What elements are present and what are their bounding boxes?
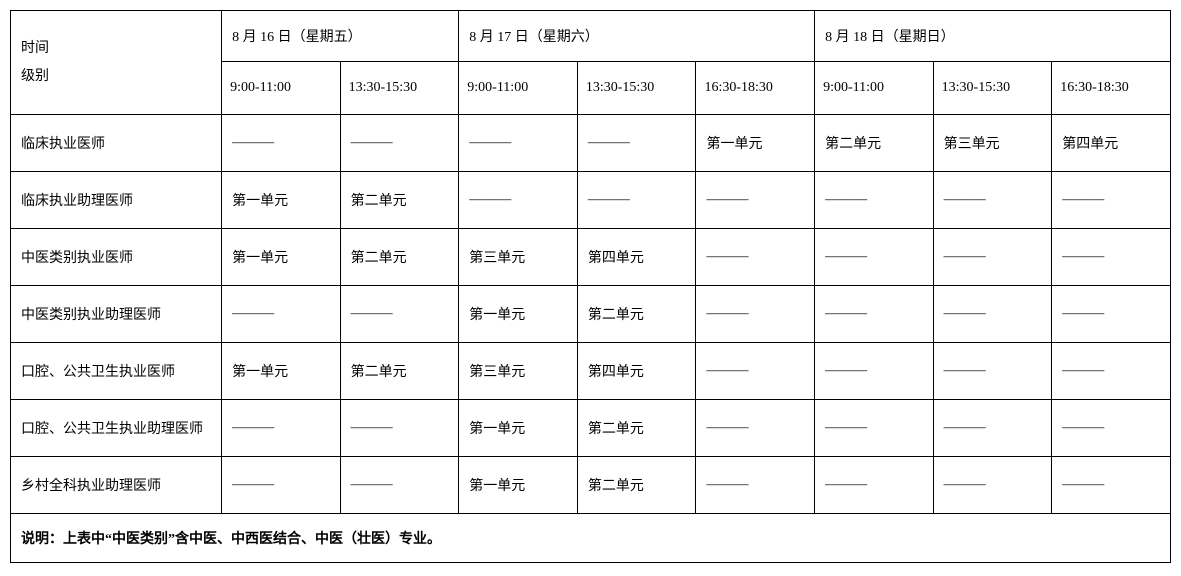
data-cell: 第二单元 <box>815 115 934 172</box>
date-header-2: 8 月 18 日（星期日） <box>815 11 1171 62</box>
row-label: 口腔、公共卫生执业助理医师 <box>11 400 222 457</box>
data-cell: 第一单元 <box>222 172 341 229</box>
data-cell: ——— <box>1052 457 1171 514</box>
row-label: 中医类别执业医师 <box>11 229 222 286</box>
data-cell: ——— <box>1052 229 1171 286</box>
data-cell: 第一单元 <box>459 286 578 343</box>
data-cell: ——— <box>815 343 934 400</box>
data-cell: ——— <box>933 457 1052 514</box>
data-cell: 第二单元 <box>340 172 459 229</box>
data-cell: ——— <box>696 343 815 400</box>
table-body: 临床执业医师————————————第一单元第二单元第三单元第四单元临床执业助理… <box>11 115 1171 514</box>
date-header-1: 8 月 17 日（星期六） <box>459 11 815 62</box>
table-row: 中医类别执业医师第一单元第二单元第三单元第四单元———————————— <box>11 229 1171 286</box>
row-label: 中医类别执业助理医师 <box>11 286 222 343</box>
row-label: 口腔、公共卫生执业医师 <box>11 343 222 400</box>
data-cell: ——— <box>696 286 815 343</box>
data-cell: ——— <box>933 343 1052 400</box>
data-cell: 第二单元 <box>577 286 696 343</box>
data-cell: 第一单元 <box>222 343 341 400</box>
table-row: 临床执业助理医师第一单元第二单元—————————————————— <box>11 172 1171 229</box>
row-label: 乡村全科执业助理医师 <box>11 457 222 514</box>
corner-label-level: 级别 <box>21 63 211 91</box>
data-cell: ——— <box>815 286 934 343</box>
data-cell: ——— <box>815 229 934 286</box>
corner-label-time: 时间 <box>21 35 211 63</box>
data-cell: ——— <box>933 172 1052 229</box>
data-cell: ——— <box>696 400 815 457</box>
data-cell: 第一单元 <box>459 400 578 457</box>
data-cell: 第三单元 <box>459 229 578 286</box>
corner-cell: 时间 级别 <box>11 11 222 115</box>
data-cell: 第三单元 <box>933 115 1052 172</box>
data-cell: ——— <box>1052 172 1171 229</box>
data-cell: ——— <box>222 457 341 514</box>
table-row: 口腔、公共卫生执业医师第一单元第二单元第三单元第四单元———————————— <box>11 343 1171 400</box>
data-cell: ——— <box>933 229 1052 286</box>
data-cell: ——— <box>340 286 459 343</box>
data-cell: 第一单元 <box>696 115 815 172</box>
data-cell: ——— <box>933 400 1052 457</box>
header-row-dates: 时间 级别 8 月 16 日（星期五） 8 月 17 日（星期六） 8 月 18… <box>11 11 1171 62</box>
time-slot-2-1: 13:30-15:30 <box>933 62 1052 115</box>
data-cell: ——— <box>933 286 1052 343</box>
table-row: 中医类别执业助理医师——————第一单元第二单元———————————— <box>11 286 1171 343</box>
data-cell: ——— <box>222 400 341 457</box>
data-cell: ——— <box>696 457 815 514</box>
table-row: 临床执业医师————————————第一单元第二单元第三单元第四单元 <box>11 115 1171 172</box>
row-label: 临床执业助理医师 <box>11 172 222 229</box>
data-cell: ——— <box>577 115 696 172</box>
data-cell: 第一单元 <box>222 229 341 286</box>
data-cell: 第一单元 <box>459 457 578 514</box>
data-cell: ——— <box>1052 343 1171 400</box>
data-cell: ——— <box>340 115 459 172</box>
note-cell: 说明：上表中“中医类别”含中医、中西医结合、中医（壮医）专业。 <box>11 514 1171 563</box>
data-cell: ——— <box>1052 400 1171 457</box>
data-cell: ——— <box>696 172 815 229</box>
data-cell: ——— <box>459 115 578 172</box>
data-cell: ——— <box>815 400 934 457</box>
data-cell: ——— <box>222 115 341 172</box>
row-label: 临床执业医师 <box>11 115 222 172</box>
time-slot-0-1: 13:30-15:30 <box>340 62 459 115</box>
data-cell: 第三单元 <box>459 343 578 400</box>
data-cell: ——— <box>815 172 934 229</box>
data-cell: ——— <box>340 400 459 457</box>
data-cell: ——— <box>459 172 578 229</box>
data-cell: ——— <box>1052 286 1171 343</box>
schedule-table: 时间 级别 8 月 16 日（星期五） 8 月 17 日（星期六） 8 月 18… <box>10 10 1171 563</box>
table-row: 口腔、公共卫生执业助理医师——————第一单元第二单元———————————— <box>11 400 1171 457</box>
time-slot-1-1: 13:30-15:30 <box>577 62 696 115</box>
data-cell: ——— <box>577 172 696 229</box>
data-cell: 第四单元 <box>577 343 696 400</box>
data-cell: 第二单元 <box>577 400 696 457</box>
data-cell: 第四单元 <box>1052 115 1171 172</box>
note-row: 说明：上表中“中医类别”含中医、中西医结合、中医（壮医）专业。 <box>11 514 1171 563</box>
table-row: 乡村全科执业助理医师——————第一单元第二单元———————————— <box>11 457 1171 514</box>
data-cell: ——— <box>696 229 815 286</box>
time-slot-1-2: 16:30-18:30 <box>696 62 815 115</box>
data-cell: ——— <box>815 457 934 514</box>
data-cell: 第二单元 <box>340 229 459 286</box>
time-slot-1-0: 9:00-11:00 <box>459 62 578 115</box>
data-cell: 第二单元 <box>340 343 459 400</box>
date-header-0: 8 月 16 日（星期五） <box>222 11 459 62</box>
time-slot-0-0: 9:00-11:00 <box>222 62 341 115</box>
data-cell: ——— <box>222 286 341 343</box>
time-slot-2-0: 9:00-11:00 <box>815 62 934 115</box>
data-cell: ——— <box>340 457 459 514</box>
data-cell: 第二单元 <box>577 457 696 514</box>
data-cell: 第四单元 <box>577 229 696 286</box>
time-slot-2-2: 16:30-18:30 <box>1052 62 1171 115</box>
